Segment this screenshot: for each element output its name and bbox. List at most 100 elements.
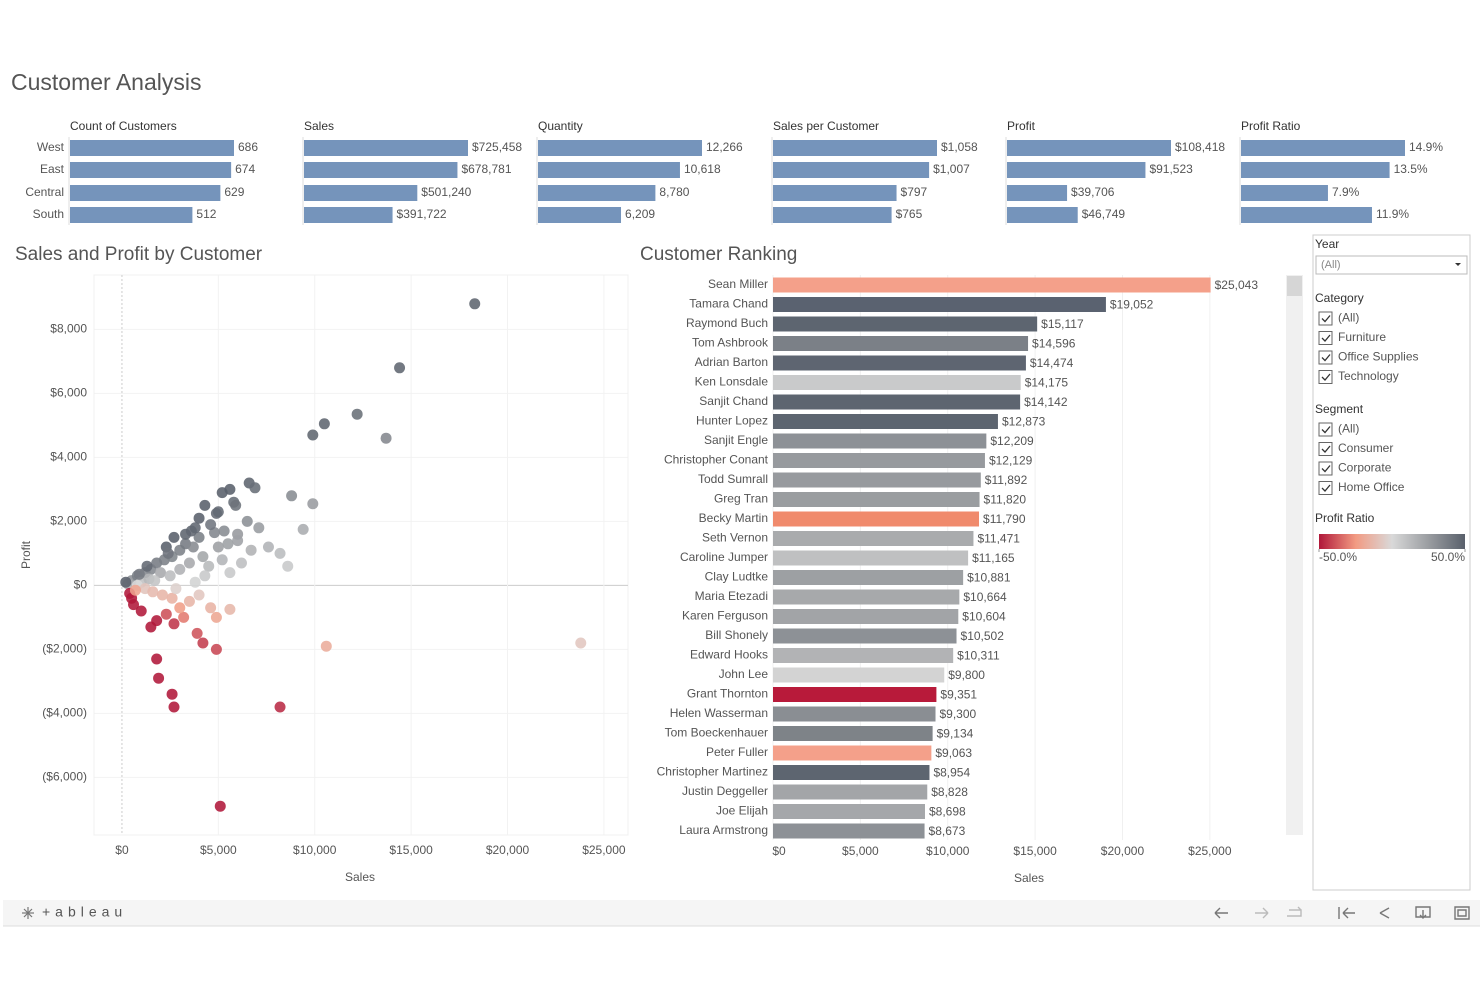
bar [773,453,985,468]
checkbox[interactable] [1318,331,1333,345]
category-label: Bill Shonely [705,628,768,642]
dropdown-value[interactable]: (All) [1321,259,1341,271]
checkmark[interactable] [1321,445,1331,453]
dropdown-arrow[interactable] [1455,263,1461,266]
point [307,429,319,441]
checkmark[interactable] [1321,426,1331,434]
category-label: Raymond Buch [686,316,768,330]
checkmark[interactable] [1321,465,1331,473]
point [189,576,201,588]
category-label: Adrian Barton [695,355,768,369]
value-label: 12,266 [706,140,743,154]
bar [773,297,1106,312]
bar [70,140,234,156]
checkmark[interactable] [1321,334,1331,342]
point [120,576,132,588]
undo[interactable] [1214,907,1228,919]
filter-option[interactable]: Consumer [1338,441,1393,455]
y-tick-label: $4,000 [50,450,87,464]
x-tick-label: $0 [115,843,129,857]
value-label: $46,749 [1082,207,1126,221]
fullscreen[interactable] [1454,906,1470,920]
bar [773,355,1026,371]
filter-option[interactable]: (All) [1338,422,1359,436]
scroll-thumb[interactable] [1287,276,1302,296]
point [274,547,286,559]
point [210,643,222,655]
category-label: South [33,207,64,221]
value-label: $678,781 [461,162,511,176]
bar [1007,185,1068,201]
download[interactable] [1415,906,1431,919]
point [216,554,228,566]
bar [70,185,221,201]
bar [773,511,980,527]
point [274,701,286,713]
filter-option[interactable]: Technology [1338,369,1399,383]
checkbox[interactable] [1318,350,1333,365]
category-label: Sanjit Chand [699,394,768,408]
checkmark[interactable] [1321,484,1331,492]
point [197,551,209,563]
value-label: 13.5% [1394,162,1428,176]
checkbox[interactable] [1318,481,1333,495]
point [262,541,274,553]
value-label: 674 [235,162,255,176]
bar [304,162,458,178]
point [149,575,161,587]
point [469,298,481,310]
filter-option[interactable]: Corporate [1338,461,1392,475]
bar [773,162,930,178]
checkbox[interactable] [1318,461,1333,476]
toolbar-icons[interactable] [1214,906,1470,920]
point [253,522,265,534]
bar [773,414,998,429]
scrollbar[interactable] [1286,275,1303,835]
point [212,506,224,518]
bar [538,140,702,156]
revert[interactable] [1287,906,1302,917]
bar [304,140,468,156]
point [205,602,217,614]
checkmark[interactable] [1321,373,1331,381]
value-label: $10,502 [961,629,1005,643]
value-label: $10,604 [962,610,1006,624]
share[interactable] [1379,907,1390,919]
checkbox[interactable] [1318,370,1333,384]
filter-option[interactable]: Furniture [1338,330,1386,344]
dropdown[interactable] [1315,255,1468,275]
value-label: $12,209 [990,434,1034,448]
point [249,482,261,494]
filter-option[interactable]: Office Supplies [1338,350,1419,364]
x-axis-label: Sales [1014,871,1044,885]
value-label: $14,175 [1025,376,1069,390]
point [168,618,180,630]
point [187,541,199,553]
value-label: $10,881 [967,571,1011,585]
category-label: Sanjit Engle [704,433,768,447]
panel-header: Sales [304,119,334,133]
checkbox[interactable] [1318,442,1333,456]
value-label: $19,052 [1110,298,1154,312]
checkbox[interactable] [1318,422,1333,437]
filter-option[interactable]: Home Office [1338,480,1405,494]
bar [1007,140,1171,156]
point [151,615,163,627]
checkmark[interactable] [1321,315,1331,323]
redo[interactable] [1255,907,1269,919]
point [166,688,178,700]
panel-header: Profit [1007,119,1036,133]
checkbox[interactable] [1318,311,1333,326]
value-label: $8,954 [933,766,970,780]
filter-option[interactable]: (All) [1338,311,1359,325]
reset[interactable] [1338,907,1355,919]
chart-title: Sales and Profit by Customer [15,244,263,265]
value-label: 11.9% [1376,207,1409,221]
checkmark[interactable] [1321,354,1331,362]
point [174,563,186,575]
value-label: $9,800 [948,668,985,682]
bar [773,609,959,624]
category-label: Christopher Martinez [657,765,768,779]
y-tick-label: ($2,000) [42,642,87,656]
